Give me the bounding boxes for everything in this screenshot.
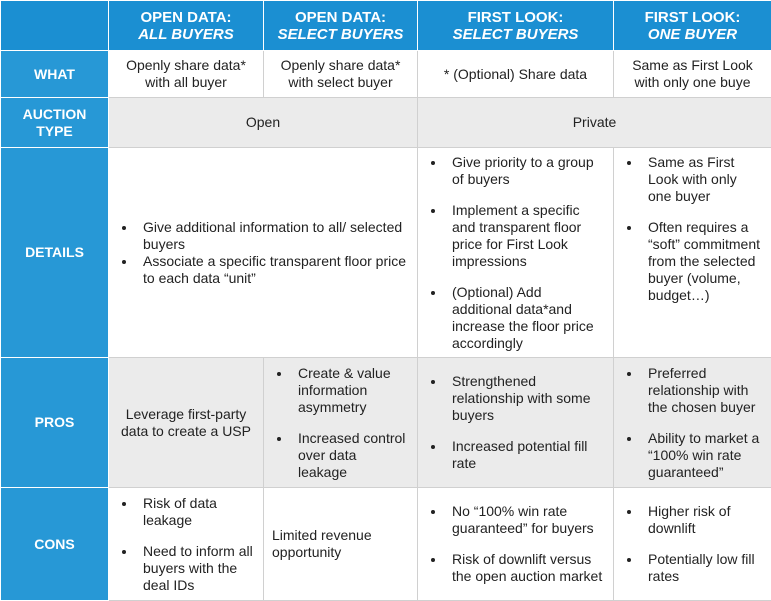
- bullet: Give additional information to all/ sele…: [137, 219, 409, 253]
- bullet: Risk of data leakage: [137, 495, 255, 529]
- bullet: Give priority to a group of buyers: [446, 154, 605, 188]
- row: WHAT Openly share data* with all buyer O…: [1, 51, 771, 98]
- row: CONS Risk of data leakage Need to inform …: [1, 488, 771, 601]
- bullet-list: Higher risk of downlift Potentially low f…: [622, 503, 763, 585]
- cell: Open: [109, 98, 418, 148]
- column-header: OPEN DATA:ALL BUYERS: [109, 1, 264, 51]
- bullet: Associate a specific transparent floor p…: [137, 253, 409, 287]
- bullet: No “100% win rate guaranteed” for buyers: [446, 503, 605, 537]
- bullet: Often requires a “soft” commitment from …: [642, 219, 763, 304]
- bullet-list: Same as First Look with only one buyer Of…: [622, 154, 763, 304]
- column-subtitle: SELECT BUYERS: [272, 26, 409, 43]
- bullet-list: Strengthened relationship with some buye…: [426, 373, 605, 472]
- bullet-list: Risk of data leakage Need to inform all b…: [117, 495, 255, 594]
- column-title: OPEN DATA:: [295, 9, 386, 26]
- row: AUCTION TYPE Open Private: [1, 98, 771, 148]
- bullet-list: No “100% win rate guaranteed” for buyers…: [426, 503, 605, 585]
- cell: Give priority to a group of buyers Implem…: [418, 148, 614, 358]
- corner: [1, 1, 109, 51]
- bullet: Implement a specific and transparent flo…: [446, 202, 605, 270]
- bullet: Strengthened relationship with some buye…: [446, 373, 605, 424]
- column-title: FIRST LOOK:: [468, 9, 564, 26]
- cell: Same as First Look with only one buye: [614, 51, 771, 98]
- cell: Same as First Look with only one buyer Of…: [614, 148, 771, 358]
- column-subtitle: SELECT BUYERS: [426, 26, 605, 43]
- cell: Risk of data leakage Need to inform all b…: [109, 488, 264, 601]
- bullet-list: Give priority to a group of buyers Implem…: [426, 154, 605, 352]
- bullet: Same as First Look with only one buyer: [642, 154, 763, 205]
- cell: Give additional information to all/ sele…: [109, 148, 418, 358]
- bullet: Higher risk of downlift: [642, 503, 763, 537]
- row-header: DETAILS: [1, 148, 109, 358]
- column-header: FIRST LOOK:SELECT BUYERS: [418, 1, 614, 51]
- cell: Openly share data* with select buyer: [264, 51, 418, 98]
- cell: * (Optional) Share data: [418, 51, 614, 98]
- bullet: Preferred relationship with the chosen b…: [642, 365, 763, 416]
- row-header: PROS: [1, 358, 109, 488]
- cell: Limited revenue opportunity: [264, 488, 418, 601]
- bullet-list: Create & value information asymmetry Incr…: [272, 365, 409, 481]
- column-subtitle: ONE BUYER: [622, 26, 763, 43]
- bullet: Need to inform all buyers with the deal …: [137, 543, 255, 594]
- cell: Leverage first-party data to create a US…: [109, 358, 264, 488]
- header-row: OPEN DATA:ALL BUYERS OPEN DATA:SELECT BU…: [1, 1, 771, 51]
- row-header: AUCTION TYPE: [1, 98, 109, 148]
- bullet: Create & value information asymmetry: [292, 365, 409, 416]
- cell: Preferred relationship with the chosen b…: [614, 358, 771, 488]
- cell: No “100% win rate guaranteed” for buyers…: [418, 488, 614, 601]
- bullet: Potentially low fill rates: [642, 551, 763, 585]
- bullet-list: Preferred relationship with the chosen b…: [622, 365, 763, 481]
- bullet: Ability to market a “100% win rate guara…: [642, 430, 763, 481]
- column-title: OPEN DATA:: [140, 9, 231, 26]
- bullet: (Optional) Add additional data*and incre…: [446, 284, 605, 352]
- row-header: CONS: [1, 488, 109, 601]
- cell: Strengthened relationship with some buye…: [418, 358, 614, 488]
- cell: Openly share data* with all buyer: [109, 51, 264, 98]
- column-subtitle: ALL BUYERS: [117, 26, 255, 43]
- bullet: Increased control over data leakage: [292, 430, 409, 481]
- column-title: FIRST LOOK:: [645, 9, 741, 26]
- bullet: Risk of downlift versus the open auction…: [446, 551, 605, 585]
- row-header: WHAT: [1, 51, 109, 98]
- row: PROS Leverage first-party data to create…: [1, 358, 771, 488]
- cell: Create & value information asymmetry Incr…: [264, 358, 418, 488]
- row: DETAILS Give additional information to a…: [1, 148, 771, 358]
- bullet-list: Give additional information to all/ sele…: [117, 219, 409, 287]
- cell: Higher risk of downlift Potentially low f…: [614, 488, 771, 601]
- bullet: Increased potential fill rate: [446, 438, 605, 472]
- column-header: OPEN DATA:SELECT BUYERS: [264, 1, 418, 51]
- cell: Private: [418, 98, 771, 148]
- column-header: FIRST LOOK:ONE BUYER: [614, 1, 771, 51]
